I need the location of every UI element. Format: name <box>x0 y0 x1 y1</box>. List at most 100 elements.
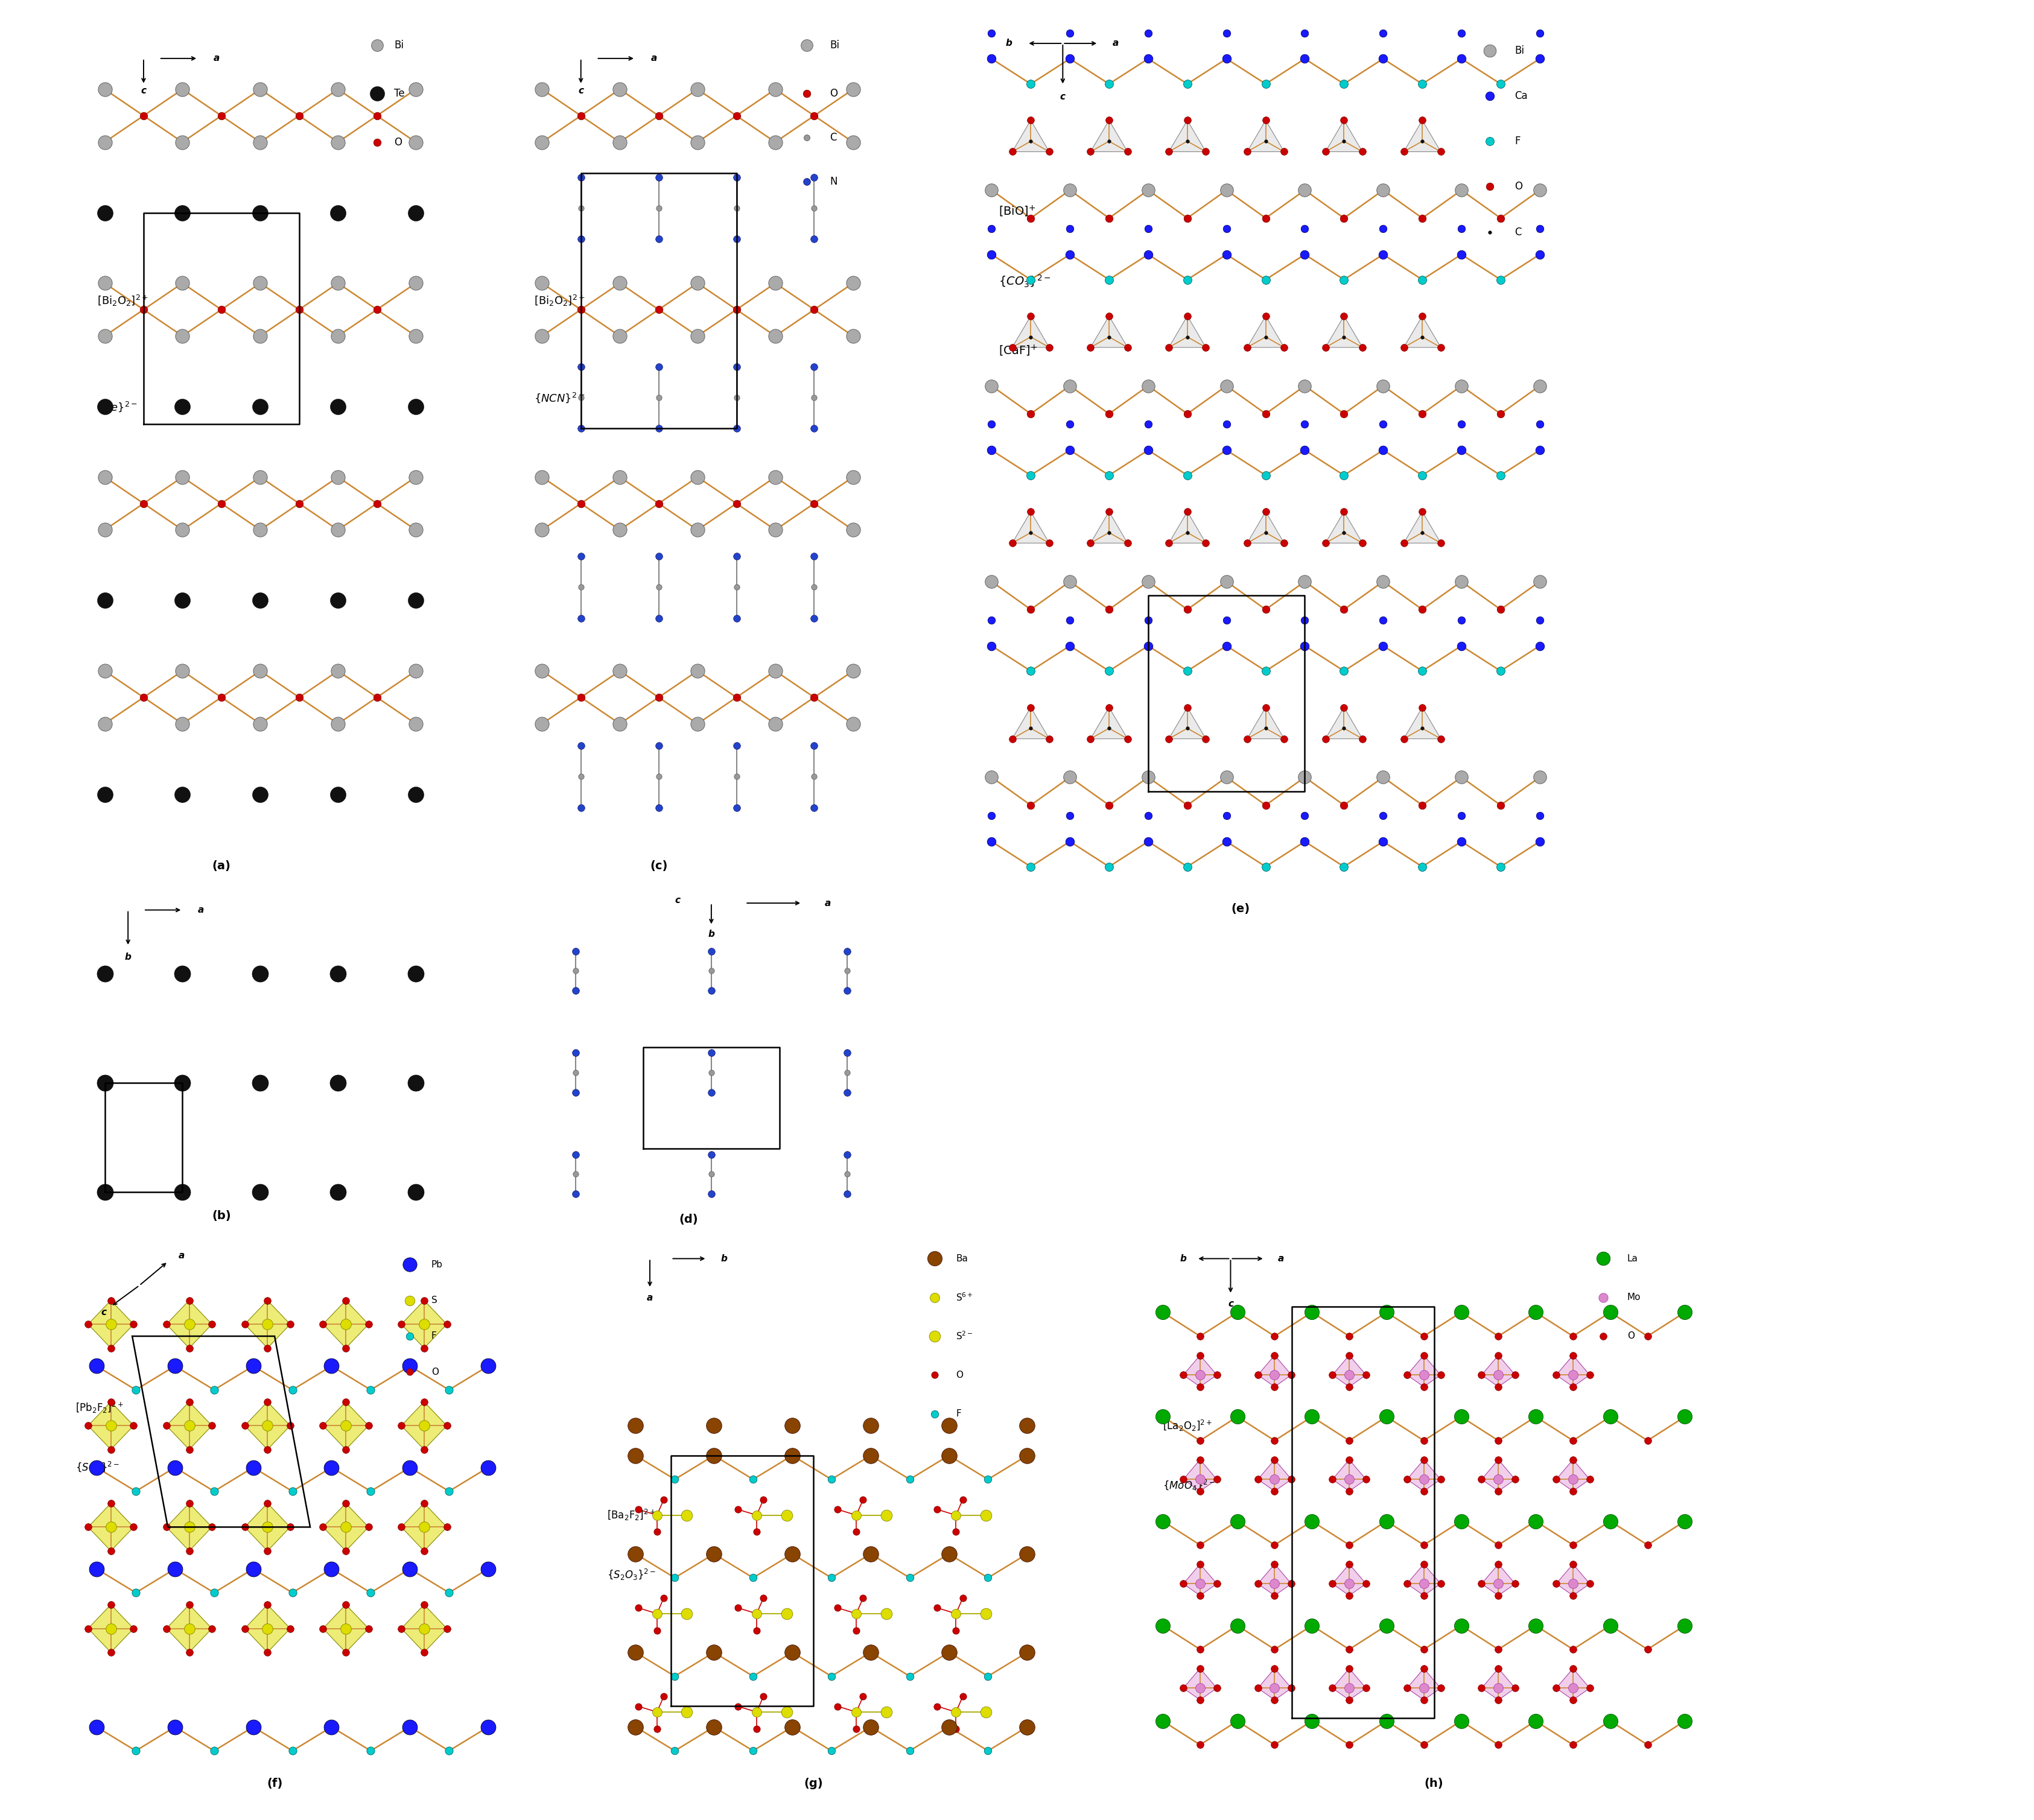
Point <box>1332 1674 1365 1704</box>
Point <box>1387 528 1420 557</box>
Point <box>797 682 830 712</box>
Point <box>1408 1569 1440 1598</box>
Point <box>167 322 199 351</box>
Point <box>681 127 714 157</box>
Point <box>1267 136 1300 166</box>
Point <box>659 1563 692 1592</box>
Point <box>1556 1531 1589 1560</box>
Polygon shape <box>1556 1563 1591 1596</box>
Text: Mo: Mo <box>1627 1292 1641 1301</box>
Text: $[\rm Bi_2O_2]^{2+}$: $[\rm Bi_2O_2]^{2+}$ <box>98 293 148 308</box>
Point <box>1387 333 1420 362</box>
Point <box>472 1554 504 1583</box>
Text: $[\rm Pb_2F_2]^{2+}$: $[\rm Pb_2F_2]^{2+}$ <box>75 1401 124 1414</box>
Point <box>1540 1465 1572 1494</box>
Point <box>1249 693 1281 723</box>
Point <box>1172 460 1204 490</box>
Point <box>159 1713 191 1742</box>
Point <box>173 1411 205 1440</box>
Polygon shape <box>323 1605 368 1653</box>
Point <box>1131 215 1163 244</box>
Point <box>854 1411 887 1440</box>
Point <box>96 1512 126 1542</box>
Point <box>409 1285 441 1314</box>
Point <box>720 353 753 382</box>
Point <box>1631 1321 1664 1350</box>
Point <box>87 462 120 491</box>
Point <box>736 1465 769 1494</box>
Point <box>395 1321 427 1350</box>
Text: O: O <box>1515 182 1523 193</box>
Text: Pb: Pb <box>431 1259 443 1269</box>
Text: $[\rm BiO]^{+}$: $[\rm BiO]^{+}$ <box>999 204 1035 218</box>
Point <box>1367 632 1399 661</box>
Point <box>409 1536 441 1565</box>
Point <box>87 1178 120 1207</box>
Point <box>1556 1654 1589 1684</box>
Point <box>1328 322 1361 351</box>
Point <box>1172 790 1204 819</box>
Point <box>1347 136 1379 166</box>
Point <box>321 1178 354 1207</box>
Point <box>976 18 1009 47</box>
Polygon shape <box>401 1503 447 1551</box>
Point <box>277 1736 309 1765</box>
Point <box>352 1614 384 1643</box>
Point <box>120 1476 153 1505</box>
Point <box>797 384 830 413</box>
Point <box>120 1376 153 1405</box>
Point <box>1172 399 1204 428</box>
Point <box>315 1713 348 1742</box>
Point <box>740 1500 773 1529</box>
Point <box>1408 1476 1440 1505</box>
Point <box>321 657 354 686</box>
Point <box>1556 1321 1589 1350</box>
Point <box>252 1536 285 1565</box>
Polygon shape <box>1408 1669 1440 1700</box>
Point <box>671 1500 704 1529</box>
Point <box>151 1512 183 1542</box>
Point <box>1131 826 1163 855</box>
Point <box>472 1452 504 1481</box>
Point <box>893 1736 925 1765</box>
Point <box>565 162 598 191</box>
Point <box>740 1714 773 1744</box>
Point <box>641 1600 673 1629</box>
Point <box>1131 606 1163 635</box>
Point <box>1483 1360 1515 1389</box>
Point <box>565 542 598 571</box>
Polygon shape <box>1403 511 1440 542</box>
Polygon shape <box>1332 1669 1367 1700</box>
Point <box>696 1077 728 1107</box>
Point <box>816 1465 848 1494</box>
Point <box>1241 1465 1273 1494</box>
Point <box>354 1376 386 1405</box>
Point <box>1054 175 1086 204</box>
Point <box>321 959 354 988</box>
Point <box>1387 724 1420 753</box>
Point <box>395 1713 427 1742</box>
Polygon shape <box>244 1503 291 1551</box>
Point <box>1275 1465 1308 1494</box>
Point <box>1391 1465 1424 1494</box>
Point <box>395 1285 427 1314</box>
Point <box>1092 657 1125 686</box>
Point <box>1444 410 1477 439</box>
Polygon shape <box>401 1299 447 1349</box>
Point <box>283 682 315 712</box>
Point <box>822 1592 854 1622</box>
Point <box>1092 322 1125 351</box>
Point <box>840 1698 873 1727</box>
Point <box>1405 693 1438 723</box>
Point <box>1054 215 1086 244</box>
Point <box>1499 1674 1532 1704</box>
Point <box>1405 657 1438 686</box>
Point <box>1408 1427 1440 1456</box>
Point <box>1523 18 1556 47</box>
Point <box>71 1411 104 1440</box>
Point <box>321 391 354 420</box>
Point <box>244 515 277 544</box>
Point <box>618 1638 651 1667</box>
Point <box>1290 44 1322 73</box>
Polygon shape <box>1257 1356 1292 1387</box>
